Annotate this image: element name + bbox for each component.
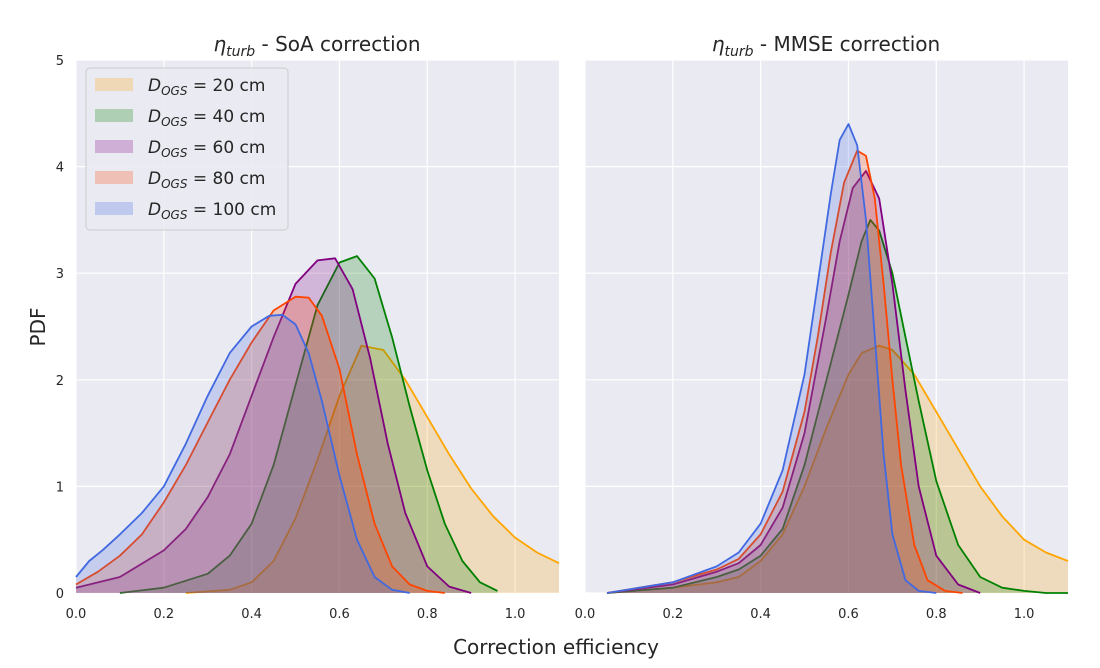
series-area-1: [119, 256, 498, 593]
y-axis-label: PDF: [26, 308, 50, 347]
panel-soa: ηturb - SoA correction 0.0 0.2 0.4 0.6 0.8 1.…: [56, 32, 560, 622]
x-tick-label: 1.0: [505, 607, 526, 622]
plot-area-mmse: [585, 60, 1068, 593]
legend-item-100cm: DOGS = 100 cm: [95, 200, 276, 222]
y-tick-label: 3: [56, 267, 64, 282]
x-tick-label: 0.0: [66, 607, 87, 622]
series-line-3: [606, 149, 963, 594]
x-axis-label: Correction efficiency: [453, 635, 659, 659]
x-tick-labels-mmse: 0.0 0.2 0.4 0.6 0.8 1.0: [575, 607, 1035, 622]
legend-item-80cm: DOGS = 80 cm: [95, 169, 265, 191]
panel-mmse: ηturb - MMSE correction 0.0 0.2 0.4 0.6 0.8 1…: [575, 32, 1069, 622]
series-line-3: [75, 295, 445, 594]
series-line-4: [606, 123, 937, 594]
series-area-4: [76, 314, 410, 593]
series-area-0: [185, 345, 560, 593]
legend-label: DOGS = 40 cm: [148, 107, 265, 129]
legend-label: DOGS = 60 cm: [148, 138, 265, 160]
series-group-mmse: [606, 123, 1069, 594]
legend-label: DOGS = 20 cm: [148, 76, 265, 98]
series-area-4: [607, 124, 937, 593]
legend-swatch: [95, 140, 133, 153]
x-tick-label: 0.8: [417, 607, 438, 622]
x-tick-label: 0.0: [575, 607, 596, 622]
series-area-3: [76, 296, 445, 593]
x-tick-label: 1.0: [1014, 607, 1035, 622]
legend-swatch: [95, 171, 133, 184]
panel-title-mmse: ηturb - MMSE correction: [712, 32, 940, 60]
series-line-1: [119, 255, 498, 594]
legend-box: [85, 67, 289, 231]
series-line-4: [75, 313, 410, 594]
series-line-2: [75, 257, 472, 594]
series-area-2: [76, 258, 472, 593]
series-line-2: [606, 170, 981, 594]
legend-swatch: [95, 78, 133, 91]
x-tick-label: 0.2: [662, 607, 683, 622]
x-tick-label: 0.2: [153, 607, 174, 622]
y-tick-labels: 0 1 2 3 4 5: [56, 54, 64, 602]
y-tick-label: 0: [56, 587, 64, 602]
legend: DOGS = 20 cm DOGS = 40 cm DOGS = 60 cm D…: [85, 67, 289, 231]
x-tick-label: 0.6: [329, 607, 350, 622]
series-area-3: [607, 150, 963, 593]
y-tick-label: 4: [56, 161, 64, 176]
y-tick-label: 5: [56, 54, 64, 69]
legend-label: DOGS = 100 cm: [148, 200, 276, 222]
legend-swatch: [95, 202, 133, 215]
legend-item-60cm: DOGS = 60 cm: [95, 138, 265, 160]
legend-label: DOGS = 80 cm: [148, 169, 265, 191]
x-tick-label: 0.4: [750, 607, 771, 622]
x-tick-label: 0.8: [926, 607, 947, 622]
gridlines-mmse: [584, 59, 1068, 594]
series-line-0: [185, 344, 560, 594]
legend-item-40cm: DOGS = 40 cm: [95, 107, 265, 129]
series-group-soa: [75, 255, 560, 594]
x-tick-label: 0.6: [838, 607, 859, 622]
series-line-1: [606, 219, 1068, 594]
series-area-1: [607, 219, 1068, 593]
x-tick-label: 0.4: [241, 607, 262, 622]
x-tick-labels-soa: 0.0 0.2 0.4 0.6 0.8 1.0: [66, 607, 526, 622]
y-tick-label: 2: [56, 374, 64, 389]
y-tick-label: 1: [56, 480, 64, 495]
legend-item-20cm: DOGS = 20 cm: [95, 76, 265, 98]
legend-swatch: [95, 109, 133, 122]
series-line-0: [606, 344, 1069, 594]
panel-title-soa: ηturb - SoA correction: [213, 32, 420, 60]
